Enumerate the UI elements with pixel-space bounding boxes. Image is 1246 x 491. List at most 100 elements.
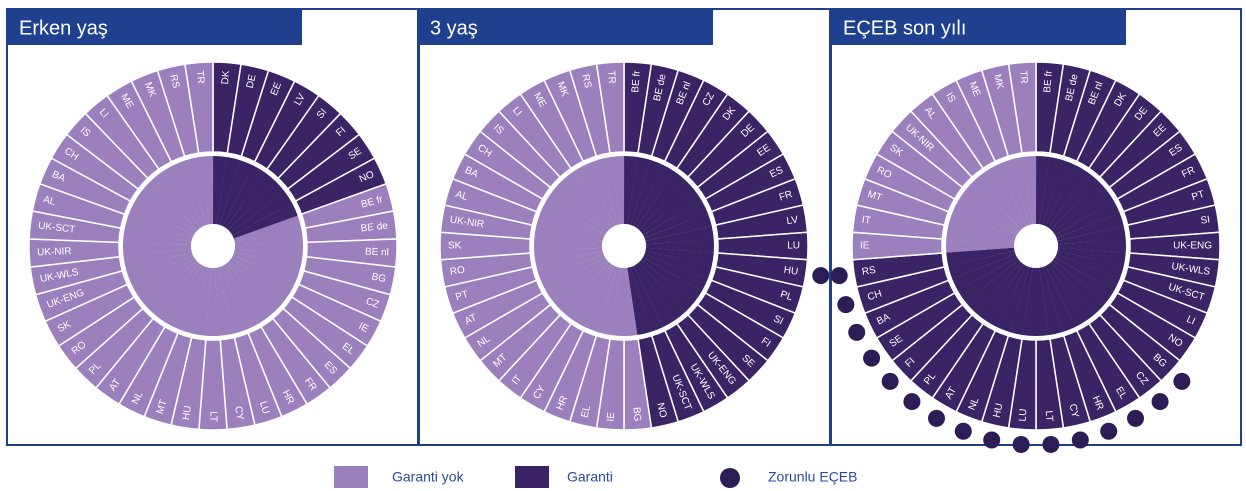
inner-wedge (213, 156, 227, 225)
inner-wedge (225, 172, 276, 231)
inner-wedge (221, 264, 259, 330)
compulsory-dot (1151, 393, 1169, 411)
inner-wedge (133, 191, 196, 236)
inner-wedge (217, 266, 247, 334)
inner-wedge (233, 215, 302, 242)
inner-wedge (584, 265, 618, 333)
country-label: BE nl (365, 246, 389, 258)
inner-wedge (229, 257, 289, 307)
inner-wedge (534, 247, 603, 267)
country-label: FR (778, 189, 794, 203)
inner-wedge (192, 267, 212, 336)
inner-wedge (957, 256, 1019, 303)
panel-title: Erken yaş (19, 17, 108, 39)
inner-wedge (216, 157, 241, 226)
inner-wedge (1039, 157, 1063, 225)
inner-wedge (638, 180, 695, 233)
country-label: HU (992, 402, 1006, 419)
country-label: LT (207, 411, 218, 422)
inner-wedge (562, 262, 612, 321)
panel-title: 3 yaş (430, 17, 478, 39)
compulsory-dot (1012, 435, 1030, 453)
inner-wedge (185, 157, 210, 226)
inner-wedge (145, 260, 200, 316)
inner-wedge (553, 179, 610, 233)
inner-wedge (1022, 156, 1037, 225)
country-label: EE (269, 80, 284, 97)
inner-wedge (946, 225, 1015, 245)
compulsory-dot (830, 267, 848, 285)
inner-wedge (234, 228, 303, 246)
country-label: ME (966, 80, 982, 98)
panel-header (418, 9, 713, 45)
inner-wedge (627, 157, 651, 225)
country-segment (184, 61, 214, 154)
inner-wedge (228, 181, 285, 233)
inner-wedge (546, 189, 607, 235)
inner-wedge (644, 250, 712, 280)
inner-wedge (1050, 259, 1107, 313)
inner-wedge (1056, 250, 1124, 280)
inner-wedge (122, 242, 192, 257)
inner-wedge (141, 181, 198, 233)
country-label: HR (1090, 394, 1106, 411)
country-label: IE (606, 411, 618, 422)
inner-wedge (553, 259, 610, 312)
inner-wedge (540, 200, 605, 238)
country-label: LV (292, 92, 307, 108)
inner-wedge (533, 239, 603, 253)
inner-wedge (234, 248, 303, 271)
inner-wedge (126, 251, 193, 283)
inner-wedge (1045, 164, 1087, 228)
country-label: AT (463, 312, 479, 327)
inner-wedge (952, 253, 1017, 291)
inner-wedge (1048, 262, 1098, 321)
country-label: MT (155, 398, 170, 415)
inner-wedge (597, 267, 621, 335)
center-hole (191, 224, 235, 268)
compulsory-dot (881, 372, 899, 390)
compulsory-dot (848, 323, 866, 341)
inner-wedge (562, 171, 612, 230)
compulsory-dot (1173, 372, 1191, 390)
inner-wedge (948, 212, 1016, 242)
inner-wedge (1042, 159, 1076, 227)
panel-header (7, 9, 302, 45)
compulsory-dot (863, 349, 881, 367)
inner-wedge (645, 247, 714, 267)
country-label: DE (245, 73, 259, 89)
inner-wedge (996, 159, 1030, 227)
country-label: TR (605, 70, 617, 84)
inner-wedge (630, 265, 664, 333)
inner-wedge (231, 254, 296, 296)
inner-wedge (627, 267, 651, 336)
country-label: CY (1067, 403, 1081, 419)
country-label: RS (167, 73, 181, 89)
inner-wedge (1057, 225, 1126, 245)
inner-wedge (1048, 171, 1098, 230)
compulsory-dot (1071, 431, 1089, 449)
country-label: DK (220, 70, 232, 85)
inner-wedge (1057, 239, 1126, 253)
inner-wedge (536, 212, 604, 242)
inner-wedge (597, 156, 621, 225)
inner-wedge (173, 160, 207, 227)
inner-wedge (1009, 156, 1033, 225)
inner-wedge (958, 189, 1019, 235)
country-label: LV (786, 214, 799, 227)
inner-wedge (233, 251, 300, 283)
inner-wedge (633, 164, 675, 228)
inner-wedge (150, 172, 201, 231)
inner-wedge (630, 159, 664, 227)
inner-wedge (137, 257, 197, 306)
inner-wedge (214, 267, 234, 336)
inner-wedge (166, 264, 205, 330)
compulsory-dot (1127, 409, 1144, 427)
legend-label: Zorunlu EÇEB (768, 469, 857, 485)
country-label: UK-SCT (38, 220, 76, 235)
inner-wedge (1056, 213, 1124, 242)
country-label: MK (142, 81, 158, 99)
legend-label: Garanti yok (392, 469, 465, 485)
inner-wedge (643, 201, 708, 239)
compulsory-dot (1042, 435, 1060, 453)
